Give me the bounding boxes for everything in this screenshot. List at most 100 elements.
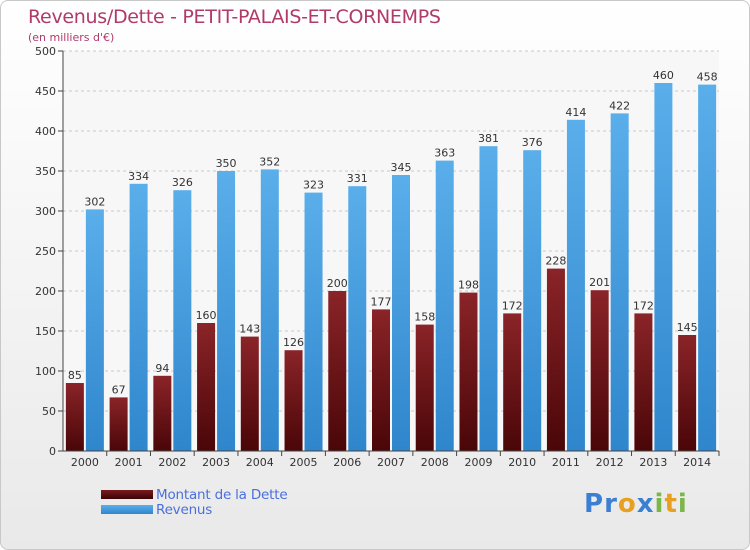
bar-revenus xyxy=(129,183,148,452)
x-tick-label: 2001 xyxy=(115,456,143,469)
bar-debt xyxy=(109,397,128,451)
data-label-revenus: 352 xyxy=(259,155,280,168)
logo-letter: r xyxy=(604,489,618,519)
legend-swatch-debt xyxy=(101,490,153,499)
bar-debt xyxy=(634,313,653,451)
bar-debt xyxy=(459,292,478,451)
bar-revenus xyxy=(260,169,279,451)
x-tick-label: 2007 xyxy=(377,456,405,469)
x-tick-label: 2003 xyxy=(202,456,230,469)
bar-debt xyxy=(503,313,522,451)
data-label-revenus: 331 xyxy=(347,172,368,185)
chart-subtitle: (en milliers d'€) xyxy=(28,31,115,44)
y-tick-label: 500 xyxy=(35,45,56,58)
data-label-revenus: 363 xyxy=(434,147,455,160)
x-tick-label: 2000 xyxy=(71,456,99,469)
x-tick-label: 2002 xyxy=(158,456,186,469)
data-label-revenus: 422 xyxy=(609,99,630,112)
bar-debt xyxy=(197,323,216,451)
y-tick-label: 0 xyxy=(49,445,56,458)
data-label-revenus: 460 xyxy=(653,69,674,82)
y-tick-label: 100 xyxy=(35,365,56,378)
x-tick-label: 2010 xyxy=(508,456,536,469)
bar-revenus xyxy=(85,209,104,451)
data-label-debt: 94 xyxy=(155,362,169,375)
data-label-debt: 198 xyxy=(458,279,479,292)
bar-revenus xyxy=(610,113,629,452)
data-label-debt: 67 xyxy=(112,383,126,396)
x-tick-label: 2011 xyxy=(552,456,580,469)
data-label-revenus: 381 xyxy=(478,132,499,145)
bar-revenus xyxy=(435,160,454,451)
y-tick-label: 350 xyxy=(35,165,56,178)
data-label-debt: 228 xyxy=(545,255,566,268)
x-tick-label: 2014 xyxy=(683,456,711,469)
data-label-revenus: 376 xyxy=(522,136,543,149)
data-label-debt: 201 xyxy=(589,276,610,289)
y-tick-label: 300 xyxy=(35,205,56,218)
x-tick-label: 2008 xyxy=(421,456,449,469)
bar-debt xyxy=(240,336,259,451)
bar-revenus xyxy=(217,171,236,451)
x-tick-label: 2004 xyxy=(246,456,274,469)
data-label-debt: 172 xyxy=(502,299,523,312)
y-tick-label: 200 xyxy=(35,285,56,298)
bar-revenus xyxy=(523,150,542,451)
bar-debt xyxy=(372,309,390,451)
data-label-revenus: 414 xyxy=(565,106,586,119)
chart-title: Revenus/Dette - PETIT-PALAIS-ET-CORNEMPS xyxy=(28,6,441,28)
bar-debt xyxy=(65,383,84,451)
x-tick-label: 2013 xyxy=(639,456,667,469)
bar-debt xyxy=(153,375,172,451)
data-label-debt: 143 xyxy=(239,323,260,336)
data-label-revenus: 326 xyxy=(172,176,193,189)
data-label-revenus: 334 xyxy=(128,170,149,183)
data-label-revenus: 350 xyxy=(216,157,237,170)
data-label-revenus: 302 xyxy=(84,195,105,208)
bar-debt xyxy=(678,335,697,451)
y-tick-label: 250 xyxy=(35,245,56,258)
logo-letter: x xyxy=(636,489,655,519)
x-tick-label: 2006 xyxy=(333,456,361,469)
y-tick-label: 450 xyxy=(35,85,56,98)
bar-debt xyxy=(328,291,347,451)
data-label-debt: 145 xyxy=(677,321,698,334)
data-label-debt: 160 xyxy=(196,309,217,322)
bar-debt xyxy=(590,290,609,451)
x-tick-label: 2009 xyxy=(464,456,492,469)
bar-revenus xyxy=(698,84,717,451)
y-tick-label: 400 xyxy=(35,125,56,138)
data-label-debt: 126 xyxy=(283,336,304,349)
bar-revenus xyxy=(173,190,192,451)
logo-letter: i xyxy=(677,489,688,519)
bar-revenus xyxy=(304,192,323,451)
bar-revenus xyxy=(479,146,498,451)
x-tick-label: 2012 xyxy=(596,456,624,469)
x-tick-label: 2005 xyxy=(290,456,318,469)
data-label-debt: 85 xyxy=(68,369,82,382)
logo-letter: o xyxy=(617,489,637,519)
data-label-revenus: 323 xyxy=(303,179,324,192)
bar-revenus xyxy=(348,186,367,451)
data-label-revenus: 345 xyxy=(391,161,412,174)
y-tick-label: 150 xyxy=(35,325,56,338)
data-label-debt: 172 xyxy=(633,299,654,312)
logo-letter: t xyxy=(664,489,678,519)
logo-letter: i xyxy=(654,489,665,519)
proxiti-logo: Proxiti xyxy=(584,489,688,519)
legend-label-debt: Montant de la Dette xyxy=(156,487,288,503)
bar-revenus xyxy=(654,83,673,451)
legend-label-revenus: Revenus xyxy=(156,502,213,518)
data-label-debt: 158 xyxy=(414,311,435,324)
logo-letter: P xyxy=(584,489,605,519)
bar-revenus xyxy=(392,175,410,451)
bar-debt xyxy=(415,324,434,451)
data-label-debt: 177 xyxy=(371,295,392,308)
bar-debt xyxy=(284,350,303,451)
legend-swatch-revenus xyxy=(101,505,153,514)
data-label-revenus: 458 xyxy=(697,71,718,84)
bar-debt xyxy=(546,268,565,451)
data-label-debt: 200 xyxy=(327,277,348,290)
